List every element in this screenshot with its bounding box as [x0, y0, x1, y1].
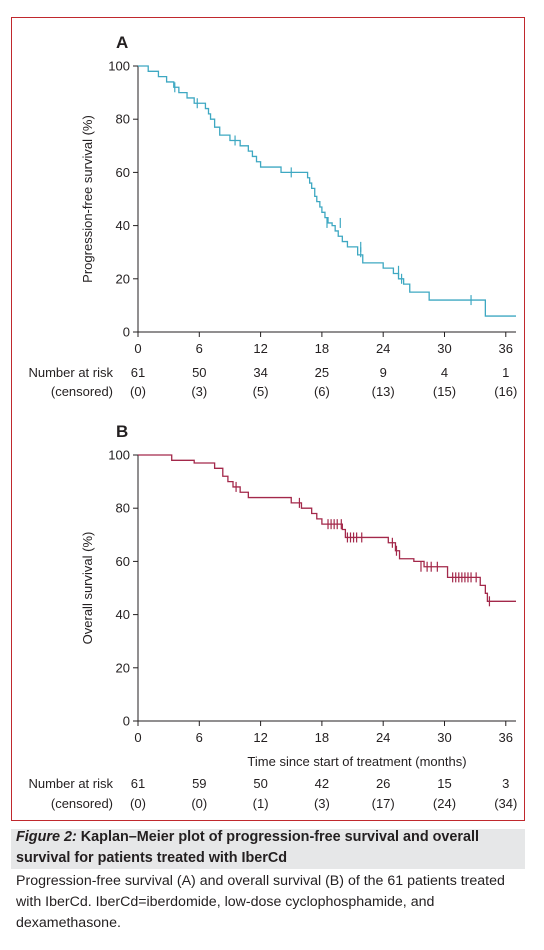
panel-a-risk-censored: (5)	[253, 384, 269, 399]
panel-b-risk-count: 50	[253, 776, 267, 791]
panel-b-y-tick-label: 60	[116, 554, 130, 569]
panel-b-x-tick-label: 12	[253, 730, 267, 745]
panel-a-risk-count: 4	[441, 365, 448, 380]
panel-a-y-tick-label: 100	[108, 59, 130, 74]
panel-a-risk-censored: (3)	[191, 384, 207, 399]
panel-b-y-tick-label: 0	[123, 714, 130, 729]
panel-b-y-tick-label: 20	[116, 660, 130, 675]
panel-a-risk-label-censored: (censored)	[51, 384, 113, 399]
panel-b-x-tick-label: 18	[315, 730, 329, 745]
panel-a-y-tick-label: 40	[116, 218, 130, 233]
panel-b-y-tick-label: 100	[108, 448, 130, 463]
panel-b-risk-censored: (1)	[253, 796, 269, 811]
panel-b-x-tick-label: 0	[134, 730, 141, 745]
panel-a-risk-label-at-risk: Number at risk	[28, 365, 113, 380]
figure-label: Figure 2:	[16, 829, 77, 845]
panel-a-risk-count: 61	[131, 365, 145, 380]
caption-title: Figure 2: Kaplan–Meier plot of progressi…	[16, 827, 521, 869]
panel-b-risk-censored: (34)	[494, 796, 517, 811]
panel-b-letter: B	[116, 422, 128, 441]
panel-a-risk-censored: (6)	[314, 384, 330, 399]
figure-frame	[11, 17, 525, 821]
panel-a-x-tick-label: 18	[315, 341, 329, 356]
panel-a-risk-censored: (13)	[372, 384, 395, 399]
panel-a-risk-censored: (16)	[494, 384, 517, 399]
panel-a-x-tick-label: 0	[134, 341, 141, 356]
panel-b-risk-count: 61	[131, 776, 145, 791]
panel-b-risk-count: 15	[437, 776, 451, 791]
panel-a-y-tick-label: 0	[123, 325, 130, 340]
panel-b-y-axis-label: Overall survival (%)	[80, 532, 95, 645]
panel-a-x-tick-label: 6	[196, 341, 203, 356]
panel-a-risk-censored: (15)	[433, 384, 456, 399]
panel-a-risk-censored: (0)	[130, 384, 146, 399]
panel-b-risk-count: 3	[502, 776, 509, 791]
panel-a-survival-curve	[138, 65, 516, 317]
panel-a-risk-count: 50	[192, 365, 206, 380]
panel-a-y-tick-label: 80	[116, 112, 130, 127]
panel-b-y-tick-label: 40	[116, 607, 130, 622]
panel-a-y-tick-label: 60	[116, 165, 130, 180]
panel-b-y-tick-label: 80	[116, 501, 130, 516]
panel-b-risk-count: 42	[315, 776, 329, 791]
caption-title-background	[11, 829, 525, 869]
panel-a-y-axis-label: Progression-free survival (%)	[80, 115, 95, 283]
panel-b-risk-censored: (0)	[191, 796, 207, 811]
panel-a-y-tick-label: 20	[116, 271, 130, 286]
panel-b-risk-label-at-risk: Number at risk	[28, 776, 113, 791]
panel-a-risk-count: 25	[315, 365, 329, 380]
panel-b-x-tick-label: 6	[196, 730, 203, 745]
panel-b-risk-censored: (0)	[130, 796, 146, 811]
panel-a-letter: A	[116, 33, 128, 52]
panel-a-risk-count: 1	[502, 365, 509, 380]
caption-title-text: Kaplan–Meier plot of progression-free su…	[16, 829, 480, 866]
panel-b-x-tick-label: 24	[376, 730, 390, 745]
panel-b-survival-curve	[138, 454, 516, 602]
panel-b-x-tick-label: 30	[437, 730, 451, 745]
panel-b-risk-censored: (17)	[372, 796, 395, 811]
panel-b-x-tick-label: 36	[499, 730, 513, 745]
panel-b-risk-label-censored: (censored)	[51, 796, 113, 811]
panel-a-risk-count: 9	[380, 365, 387, 380]
panel-b-risk-censored: (24)	[433, 796, 456, 811]
panel-b-risk-count: 26	[376, 776, 390, 791]
panel-b-x-axis-label: Time since start of treatment (months)	[247, 754, 466, 769]
panel-a-x-tick-label: 36	[499, 341, 513, 356]
panel-a-risk-count: 34	[253, 365, 267, 380]
caption-body: Progression-free survival (A) and overal…	[16, 873, 505, 931]
panel-a-x-tick-label: 30	[437, 341, 451, 356]
panel-a-x-tick-label: 12	[253, 341, 267, 356]
panel-b-risk-censored: (3)	[314, 796, 330, 811]
panel-b-risk-count: 59	[192, 776, 206, 791]
panel-a-x-tick-label: 24	[376, 341, 390, 356]
